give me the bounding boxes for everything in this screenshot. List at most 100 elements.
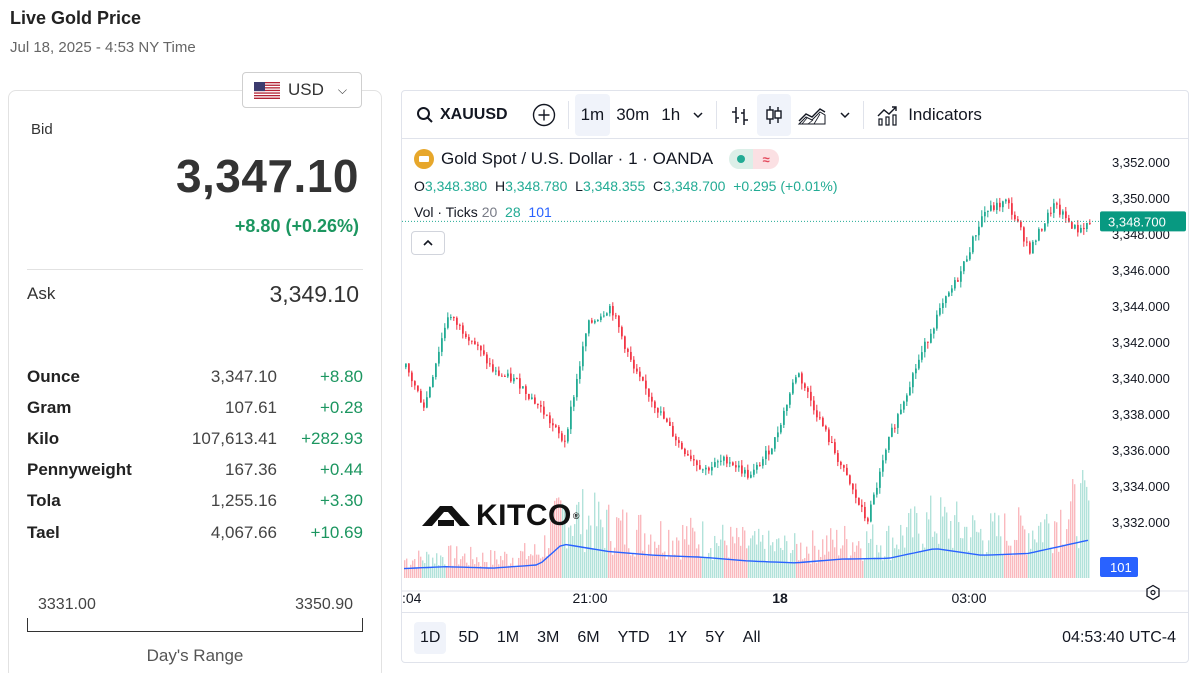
volume-bar — [486, 562, 488, 578]
interval-1h-button[interactable]: 1h — [661, 104, 681, 124]
bar-chart-style-button[interactable] — [723, 94, 757, 136]
candle-body — [738, 465, 740, 468]
low-label: L — [575, 178, 583, 194]
volume-bar — [878, 552, 880, 578]
candle-body — [435, 363, 437, 378]
volume-bar — [520, 550, 522, 578]
chart-clock[interactable]: 04:53:40 UTC-4 — [1062, 629, 1176, 646]
candle-body — [417, 385, 419, 391]
candle-body — [657, 408, 659, 413]
candle-body — [903, 401, 905, 410]
range-1m-button[interactable]: 1M — [496, 628, 520, 646]
volume-bar — [506, 553, 508, 578]
volume-bar — [922, 543, 924, 578]
candle-body — [516, 378, 518, 380]
candle-body — [1065, 211, 1067, 219]
change-value: +0.295 (+0.01%) — [733, 178, 838, 194]
volume-bar — [526, 559, 528, 578]
volume-bar — [768, 530, 770, 578]
volume-bar — [482, 552, 484, 578]
range-6m-button[interactable]: 6M — [577, 628, 600, 646]
volume-value-3: 101 — [528, 204, 552, 220]
candle-body — [687, 453, 689, 456]
candle-body — [480, 345, 482, 351]
volume-bar — [842, 545, 844, 578]
chevron-down-icon — [840, 111, 850, 118]
volume-bar — [470, 546, 472, 578]
volume-bar — [516, 567, 518, 578]
candle-body — [1083, 227, 1085, 230]
volume-bar — [450, 545, 452, 578]
volume-bar — [702, 521, 704, 578]
range-5y-button[interactable]: 5Y — [705, 628, 725, 646]
toolbar-separator — [716, 100, 718, 129]
candle-body — [432, 377, 434, 387]
volume-bar — [798, 560, 800, 578]
price-chart[interactable]: 3,352.0003,350.0003,348.0003,346.0003,34… — [402, 91, 1189, 663]
range-5d-button[interactable]: 5D — [458, 628, 479, 646]
candle-body — [558, 426, 560, 434]
unit-change: +0.44 — [319, 460, 363, 480]
table-row: Pennyweight 167.36 +0.44 — [27, 455, 363, 486]
candle-body — [426, 397, 428, 408]
chart-title: Gold Spot / U.S. Dollar · 1 · OANDA — [441, 149, 714, 168]
compare-symbol-button[interactable] — [526, 94, 562, 136]
volume-bar — [508, 565, 510, 578]
volume-bar — [668, 529, 670, 578]
range-all-button[interactable]: All — [742, 628, 761, 646]
volume-bar — [560, 500, 562, 578]
candle-body — [639, 371, 641, 377]
range-ytd-button[interactable]: YTD — [617, 628, 650, 646]
candle-body — [1011, 203, 1013, 215]
candle-body — [693, 459, 695, 461]
low-value: 3,348.355 — [582, 178, 646, 194]
candle-body — [732, 462, 734, 466]
volume-bar — [562, 503, 564, 578]
candle-body — [714, 462, 716, 467]
candle-body — [459, 324, 461, 326]
volume-bar — [712, 560, 714, 578]
volume-bar — [686, 526, 688, 578]
volume-bar — [780, 547, 782, 578]
volume-bar — [902, 535, 904, 578]
market-status-pill[interactable]: ≈ — [729, 149, 780, 169]
volume-bar — [544, 535, 546, 578]
candle-body — [513, 378, 515, 382]
range-1y-button[interactable]: 1Y — [667, 628, 688, 646]
candle-body — [582, 346, 584, 367]
volume-bar — [656, 547, 658, 578]
currency-select[interactable]: USD ⌵ — [242, 72, 362, 108]
range-1d-button[interactable]: 1D — [414, 621, 447, 654]
symbol-search-button[interactable]: XAUUSD — [410, 94, 514, 136]
candle-body — [1077, 224, 1079, 233]
candle-body — [1029, 242, 1031, 254]
range-3m-button[interactable]: 3M — [537, 628, 560, 646]
area-chart-style-button[interactable] — [791, 94, 833, 136]
table-row: Kilo 107,613.41 +282.93 — [27, 423, 363, 454]
chart-style-dropdown-button[interactable] — [833, 94, 857, 136]
candle-body — [753, 469, 755, 475]
candle-body — [1089, 222, 1091, 224]
interval-30m-button[interactable]: 30m — [616, 104, 650, 124]
volume-bar — [930, 495, 932, 578]
volume-bar — [460, 559, 462, 578]
unit-change: +0.28 — [319, 397, 363, 417]
candle-body — [573, 397, 575, 407]
candle-chart-style-button[interactable] — [757, 93, 792, 136]
volume-bar — [650, 534, 652, 578]
volume-bar — [524, 543, 526, 578]
volume-bar — [598, 501, 600, 578]
settings-icon[interactable] — [1146, 584, 1160, 601]
collapse-legend-button[interactable] — [411, 231, 445, 255]
interval-dropdown-button[interactable] — [686, 94, 710, 136]
volume-bar — [584, 552, 586, 578]
last-price-badge — [1100, 211, 1186, 232]
x-tick-label: 03:00 — [951, 590, 986, 606]
candle-body — [495, 370, 497, 372]
unit-price: 107.61 — [225, 397, 277, 417]
volume-bar — [890, 560, 892, 578]
volume-ma-line — [403, 539, 1089, 570]
interval-1m-button[interactable]: 1m — [574, 93, 611, 136]
indicators-button[interactable]: Indicators — [870, 94, 988, 136]
volume-bar — [1088, 500, 1090, 578]
